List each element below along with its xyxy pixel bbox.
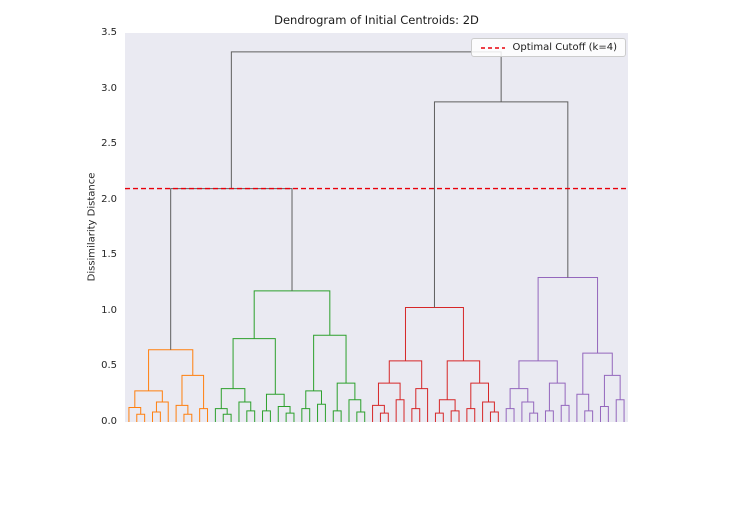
dendrogram-link <box>603 374 621 407</box>
dendrogram-link <box>222 413 232 422</box>
dendrogram-link <box>518 360 558 389</box>
dendrogram-link <box>356 411 366 422</box>
y-tick-label: 0.0 <box>101 416 117 427</box>
dendrogram-link <box>521 401 535 422</box>
dendrogram-link <box>277 405 291 422</box>
dendrogram-link <box>584 410 594 422</box>
y-tick-label: 0.5 <box>101 360 117 372</box>
chart-title: Dendrogram of Initial Centroids: 2D <box>274 13 479 27</box>
dendrogram-link <box>379 412 389 422</box>
y-tick-label: 1.5 <box>101 249 117 261</box>
dendrogram-link <box>148 349 194 391</box>
dendrogram-link <box>285 412 295 422</box>
dendrogram-link <box>183 413 193 422</box>
dendrogram-link <box>181 374 205 409</box>
dendrogram-link <box>548 382 566 411</box>
dendrogram-link <box>230 51 502 189</box>
dendrogram-link <box>128 407 142 422</box>
dendrogram-link <box>582 352 613 395</box>
dendrogram-link <box>395 399 405 422</box>
dendrogram-link <box>199 408 209 422</box>
dendrogram-link <box>537 277 599 361</box>
legend-label: Optimal Cutoff (k=4) <box>512 42 617 53</box>
dendrogram-link <box>466 408 476 422</box>
y-tick-label: 1.0 <box>101 304 117 316</box>
dendrogram-link <box>505 408 515 422</box>
y-tick-label: 2.5 <box>101 138 117 150</box>
dendrogram-link <box>599 405 609 422</box>
dendrogram-link <box>301 408 311 422</box>
plot-area <box>125 33 628 422</box>
dendrogram-link <box>415 388 429 422</box>
dendrogram-link <box>332 410 342 422</box>
dendrogram-link <box>446 360 481 400</box>
dendrogram-link <box>175 404 189 422</box>
dendrogram-link <box>336 382 356 411</box>
dendrogram-link <box>560 404 570 422</box>
legend: Optimal Cutoff (k=4) <box>471 38 626 57</box>
dendrogram-link <box>134 390 163 408</box>
dendrogram-link <box>246 410 256 422</box>
dendrogram-link <box>220 388 246 409</box>
dendrogram-link <box>576 393 590 422</box>
dendrogram-link <box>529 412 539 422</box>
dendrogram-link <box>170 188 293 350</box>
dendrogram-link <box>404 307 464 361</box>
dendrogram-link <box>253 290 331 339</box>
dendrogram-link <box>305 390 322 409</box>
dendrogram-link <box>348 399 362 422</box>
dendrogram-link <box>489 411 499 422</box>
dendrogram-link <box>372 404 385 422</box>
dendrogram-link <box>313 334 347 391</box>
dendrogram-link <box>388 360 423 389</box>
y-tick-label: 3.0 <box>101 82 117 94</box>
y-tick-label: 3.5 <box>101 27 117 38</box>
dendrogram-link <box>433 101 569 308</box>
dendrogram-link <box>411 408 421 422</box>
dendrogram-link <box>434 412 444 422</box>
dendrogram-link <box>136 413 146 422</box>
dendrogram-link <box>214 408 228 422</box>
y-tick-label: 2.0 <box>101 193 117 205</box>
dendrogram-link <box>232 338 276 395</box>
dendrogram-link <box>509 388 529 409</box>
dendrogram-link <box>152 411 161 422</box>
dendrogram-link <box>238 401 252 422</box>
dendrogram-link <box>450 410 460 422</box>
dendrogram-link <box>265 393 285 411</box>
dendrogram-link <box>262 410 271 422</box>
dendrogram-link <box>615 399 625 422</box>
dendrogram-link <box>317 403 326 422</box>
dendrogram-link <box>377 382 401 406</box>
dendrogram-link <box>544 410 554 422</box>
dendrogram-link <box>470 382 489 409</box>
cutoff-line-icon <box>481 46 506 49</box>
